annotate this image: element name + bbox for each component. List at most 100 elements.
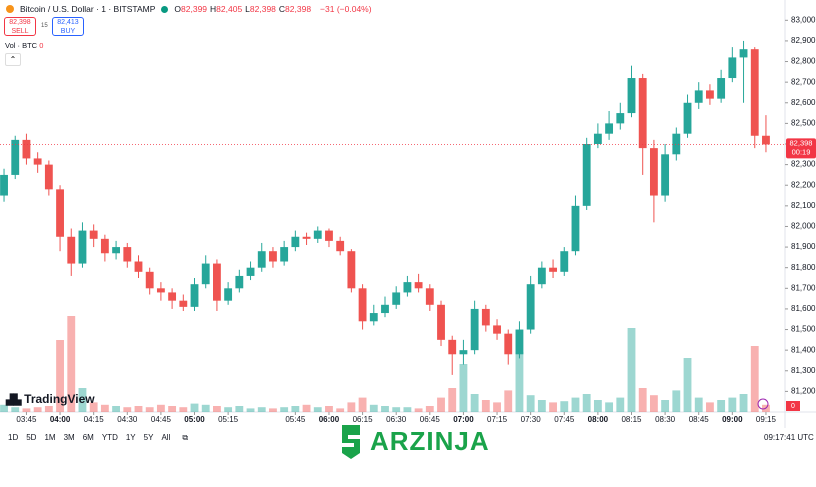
x-tick-label: 08:45 <box>689 415 710 424</box>
volume-bar <box>605 402 614 412</box>
range-button[interactable]: 6M <box>82 433 94 442</box>
x-tick-label: 07:30 <box>521 415 542 424</box>
candle-body <box>403 282 412 293</box>
volume-bar <box>201 404 210 412</box>
candle-body <box>213 263 221 301</box>
candle-body <box>481 308 490 326</box>
volume-bar <box>246 408 255 412</box>
candle-body <box>493 325 501 334</box>
x-tick-label: 05:45 <box>285 415 306 424</box>
volume-bar <box>526 395 535 412</box>
range-button[interactable]: 1D <box>8 433 19 442</box>
volume-bar <box>145 407 154 412</box>
y-tick-label: 81,800 <box>791 263 816 272</box>
x-tick-label: 07:15 <box>487 415 508 424</box>
candle-body <box>706 90 714 99</box>
y-tick-label: 83,000 <box>791 15 816 24</box>
y-tick-label: 81,900 <box>791 242 816 251</box>
x-tick-label: 04:00 <box>50 415 71 424</box>
candle-body <box>235 275 244 289</box>
range-button[interactable]: 5D <box>26 433 37 442</box>
candle-body <box>112 247 121 254</box>
compare-button[interactable]: ⧉ <box>182 433 189 442</box>
candle-body <box>728 57 737 79</box>
volume-bar <box>213 406 221 412</box>
volume-bar <box>44 406 53 412</box>
candle-body <box>100 238 109 254</box>
candle-body <box>67 236 76 264</box>
range-button[interactable]: 3M <box>63 433 75 442</box>
volume-bar <box>661 400 670 412</box>
volume-bar <box>437 397 445 412</box>
volume-bar <box>537 400 546 412</box>
last-price-tag <box>786 138 816 159</box>
volume-tag-label: 0 <box>791 403 795 410</box>
candle-body <box>44 164 53 190</box>
volume-bar <box>313 407 322 412</box>
volume-bar <box>123 407 132 412</box>
candle-body <box>616 113 625 124</box>
watermark-text: ARZINJA <box>370 425 490 456</box>
volume-bar <box>683 358 692 412</box>
tradingview-logo: ▟▙ TradingView <box>6 392 95 406</box>
volume-label: Vol · BTC <box>5 41 38 50</box>
volume-bar <box>560 401 569 412</box>
x-tick-label: 08:00 <box>588 415 609 424</box>
volume-bar <box>67 316 76 412</box>
buy-label: BUY <box>60 28 76 35</box>
range-button[interactable]: 1Y <box>125 433 136 442</box>
candle-body <box>369 313 378 322</box>
collapse-button[interactable]: ⌃ <box>5 53 21 66</box>
candle-body <box>593 133 602 144</box>
x-tick-label: 07:00 <box>453 415 474 424</box>
ohlc-value: 82,398 <box>249 4 276 14</box>
change: −31 (−0.04%) <box>320 4 372 14</box>
volume-bar <box>448 388 457 412</box>
candle-body <box>246 267 255 276</box>
candle-body <box>627 78 636 114</box>
sell-button[interactable]: 82,398 SELL <box>4 17 36 36</box>
volume-bar <box>33 407 42 412</box>
volume-bar <box>56 340 64 412</box>
candle-body <box>537 267 546 285</box>
candle-body <box>347 251 356 289</box>
candle-body <box>78 230 87 264</box>
x-tick-label: 05:00 <box>184 415 205 424</box>
range-button[interactable]: All <box>161 433 171 442</box>
candle-body <box>470 308 479 351</box>
ohlc-key: C <box>278 4 286 14</box>
candle-body <box>145 271 154 289</box>
candle-body <box>515 329 524 355</box>
candle-body <box>571 205 580 252</box>
candle-body <box>0 174 8 196</box>
candle-body <box>201 263 210 285</box>
candle-body <box>605 123 614 134</box>
buy-button[interactable]: 82,413 BUY <box>52 17 84 36</box>
volume-bar <box>481 400 490 412</box>
volume-bar <box>470 394 479 412</box>
range-button[interactable]: YTD <box>101 433 118 442</box>
watermark-icon <box>342 425 360 459</box>
volume-bar <box>571 397 580 412</box>
volume-bar <box>403 407 412 412</box>
chart: 81,200 81,300 81,400 81,500 81,600 81,700 81,8… <box>0 0 816 428</box>
volume-bar <box>224 407 233 412</box>
volume-bar <box>649 395 658 412</box>
candle-body <box>392 292 401 305</box>
candle-body <box>694 90 703 103</box>
y-tick-label: 81,500 <box>791 325 816 334</box>
volume-bar <box>706 402 714 412</box>
y-tick-label: 81,600 <box>791 304 816 313</box>
volume-bar <box>392 407 401 412</box>
candle-body <box>325 230 333 241</box>
status-dot <box>161 5 169 13</box>
volume-bar <box>369 404 378 412</box>
range-button[interactable]: 1M <box>44 433 56 442</box>
range-button[interactable]: 5Y <box>143 433 154 442</box>
volume-bar <box>425 406 434 412</box>
volume-bar <box>302 404 311 412</box>
candle-body <box>661 154 670 196</box>
y-tick-label: 82,500 <box>791 118 816 127</box>
y-tick-label: 82,300 <box>791 160 816 169</box>
x-tick-label: 08:15 <box>621 415 642 424</box>
